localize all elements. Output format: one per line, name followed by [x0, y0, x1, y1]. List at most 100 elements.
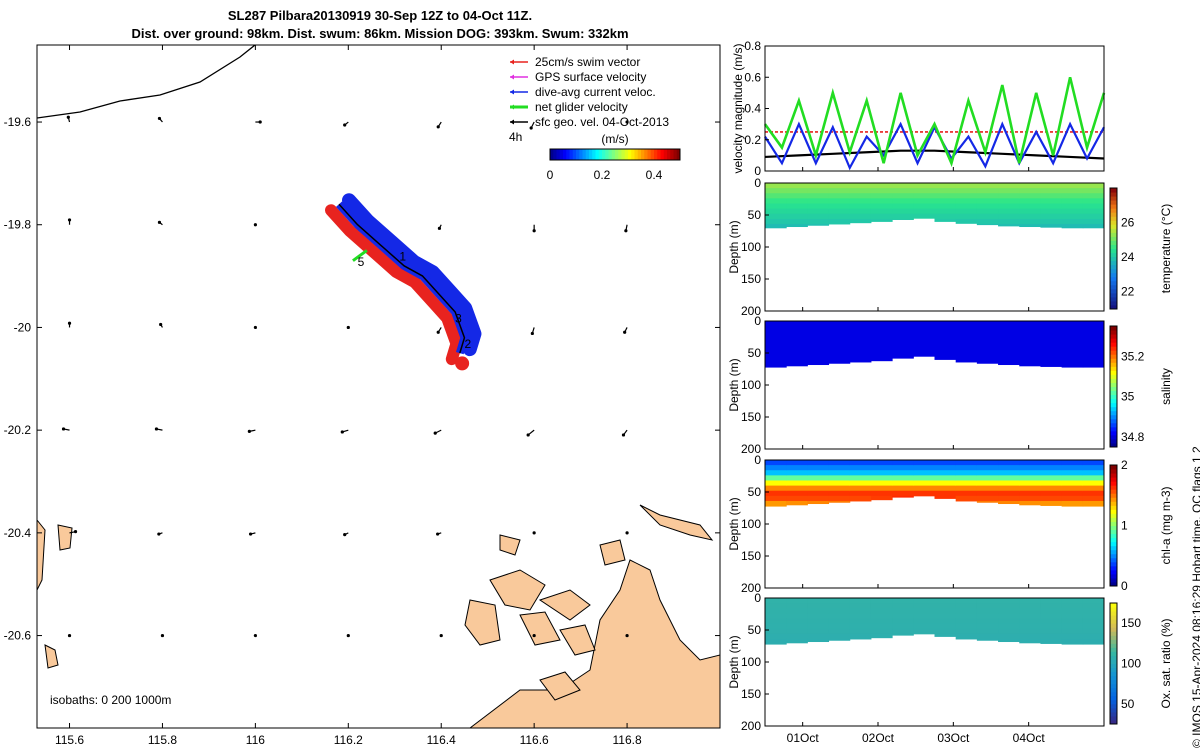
section-cell [765, 475, 787, 481]
section-cell [765, 321, 787, 327]
colorbar-cell [641, 149, 645, 160]
section-cell [998, 618, 1020, 625]
colorbar-cell [1110, 509, 1117, 514]
section-cell [998, 356, 1020, 363]
section-cell [765, 485, 787, 492]
depth-axis-label: Depth (m) [727, 358, 741, 411]
section-cell [765, 633, 787, 640]
section-cell [892, 346, 914, 353]
section-cell [849, 485, 872, 492]
section-cell [998, 223, 1020, 227]
section-cell [1040, 183, 1063, 189]
section-cell [934, 341, 957, 348]
section-cell [1019, 480, 1041, 487]
colorbar-cell [1110, 426, 1117, 432]
colorbar-cell [1110, 707, 1117, 713]
section-cell [934, 356, 957, 360]
colorbar-cell [1110, 659, 1117, 664]
colorbar-tick-label: 24 [1121, 250, 1135, 264]
section-cell [976, 470, 999, 476]
section-cell [892, 356, 914, 359]
section-cell [1040, 321, 1063, 327]
colorbar-cell [1110, 549, 1117, 555]
section-cell [913, 598, 935, 604]
section-cell [786, 351, 808, 358]
colorbar-tick-label: 35.2 [1121, 349, 1145, 363]
section-cell [765, 326, 787, 332]
section-cell [1019, 500, 1041, 506]
section-cell [998, 198, 1020, 204]
salinity-panel: 0 50 100 150 200 Depth (m) 34.8 35 35.2 salinity [727, 314, 1173, 456]
section-cell [828, 460, 851, 466]
colorbar-cell [1110, 699, 1117, 705]
section-cell [934, 193, 957, 199]
colorbar-frame [1109, 187, 1118, 310]
colorbar-cell [1110, 280, 1117, 286]
section-cell [976, 218, 999, 225]
section-cell [1040, 460, 1063, 466]
section-cell [892, 188, 914, 194]
section-cell [976, 485, 999, 492]
section-cell [955, 188, 978, 194]
section-cell [913, 336, 935, 342]
colorbar-cell [1110, 338, 1117, 343]
section-cell [807, 341, 830, 348]
section-cell [807, 336, 830, 342]
section-cell [765, 480, 787, 487]
colorbar-cell [621, 149, 626, 160]
section-cell [1040, 618, 1063, 625]
section-cell [976, 356, 999, 363]
section-cell [934, 326, 957, 332]
section-cell [1019, 188, 1041, 194]
colorbar-frame [549, 148, 681, 161]
island [539, 671, 581, 701]
section-cell [1019, 321, 1041, 327]
section-cell [828, 623, 851, 630]
section-cell [849, 213, 872, 220]
y-tick-label: 100 [741, 655, 761, 669]
geo-vector-head [437, 226, 442, 230]
section-cell [786, 613, 808, 619]
section-cell [786, 331, 808, 337]
section-cell [786, 336, 808, 342]
section-cell [1061, 465, 1084, 471]
section-cell [913, 490, 935, 497]
geo-vector-head [436, 532, 440, 536]
section-cell [1040, 638, 1063, 644]
geo-vector-head [67, 321, 72, 325]
section-cell [934, 351, 957, 358]
section-cell [1040, 213, 1063, 220]
colorbar-cell [1110, 481, 1117, 486]
section-cell [892, 183, 914, 189]
section-cell [1019, 598, 1041, 604]
section-cell [849, 218, 872, 224]
section-cell [807, 613, 830, 619]
colorbar-cell [1110, 497, 1117, 502]
section-cell [1061, 361, 1084, 368]
colorbar-cell [1110, 655, 1117, 660]
section-cell [934, 470, 957, 476]
section-cell [892, 218, 914, 220]
colorbar-cell [628, 149, 632, 160]
section-cell [998, 495, 1020, 502]
section-cell [870, 475, 893, 481]
section-cell [892, 633, 914, 636]
section-cell [998, 188, 1020, 194]
colorbar-cell [1110, 505, 1117, 510]
x-tick-label: 116.4 [427, 733, 456, 747]
section-cell [976, 188, 999, 194]
colorbar-label: salinity [1159, 368, 1173, 405]
section-cell [892, 603, 914, 609]
section-cell [870, 351, 893, 358]
section-cell [998, 485, 1020, 492]
colorbar-cell [1110, 382, 1117, 387]
section-cell [998, 351, 1020, 358]
velocity-y-axis-label: velocity magnitude (m/s) [731, 43, 745, 173]
legend-arrowhead [510, 74, 514, 80]
colorbar-cell [1110, 687, 1117, 693]
colorbar-cell [1110, 362, 1117, 367]
section-cell [976, 223, 999, 226]
depth-axis-label: Depth (m) [727, 497, 741, 550]
section-cell [1019, 326, 1041, 332]
dive-avg-current-band [342, 193, 482, 357]
